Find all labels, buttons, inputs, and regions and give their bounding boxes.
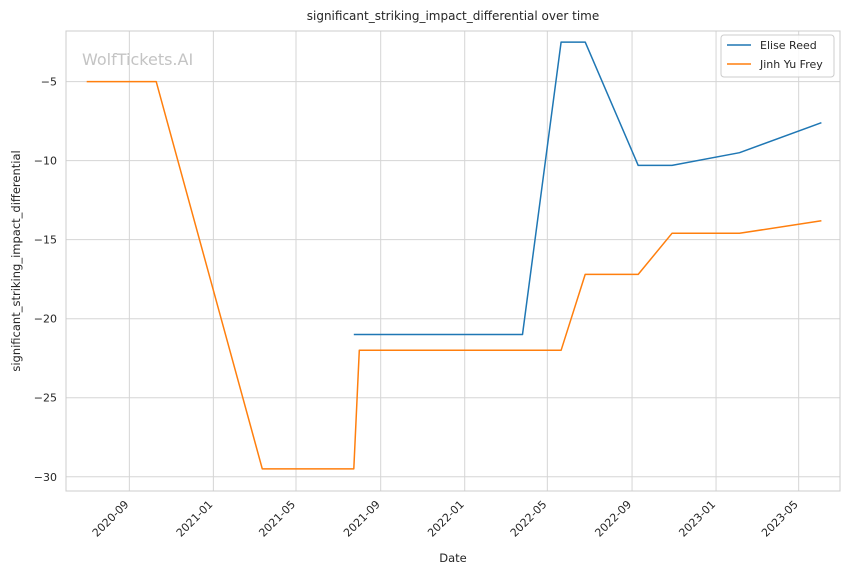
grid	[66, 31, 840, 491]
chart-title: significant_striking_impact_differential…	[307, 9, 599, 23]
y-tick-label: −5	[41, 76, 57, 89]
legend-label-elise-reed: Elise Reed	[760, 39, 817, 52]
y-tick-label: −25	[34, 392, 57, 405]
plot-area	[66, 31, 840, 491]
y-tick-label: −15	[34, 234, 57, 247]
y-tick-label: −10	[34, 155, 57, 168]
legend-label-jinh-yu-frey: Jinh Yu Frey	[759, 58, 823, 71]
series-lines	[86, 41, 822, 470]
plot-frame	[65, 30, 841, 492]
y-tick-label: −20	[34, 313, 57, 326]
y-tick-label: −30	[34, 471, 57, 484]
watermark: WolfTickets.AI	[82, 50, 193, 69]
x-axis-label: Date	[439, 551, 467, 565]
legend: Elise Reed Jinh Yu Frey	[720, 34, 835, 78]
series-line-elise-reed	[353, 41, 822, 336]
y-axis-label: significant_striking_impact_differential	[9, 150, 23, 371]
y-tick-labels: −5 −10 −15 −20 −25 −30	[34, 76, 57, 484]
series-line-jinh-yu-frey	[86, 80, 822, 470]
